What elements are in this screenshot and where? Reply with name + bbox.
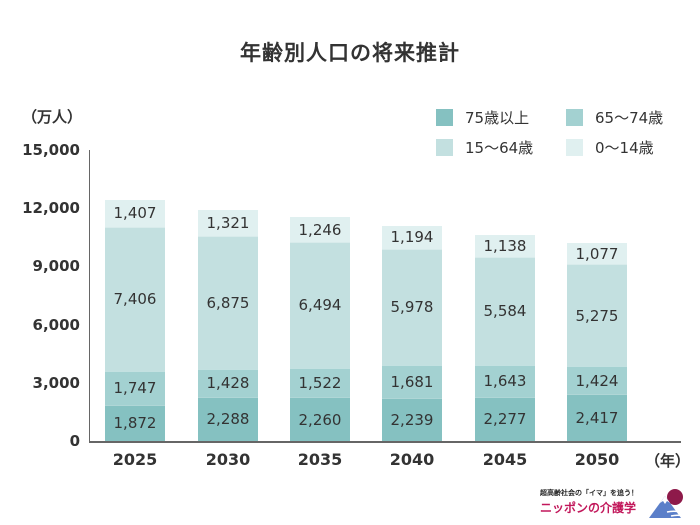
bar-segment-65〜74歳: 1,643 <box>475 364 535 397</box>
y-tick-label: 9,000 <box>32 257 80 276</box>
x-tick-label: 2025 <box>112 450 158 469</box>
legend-item: 0〜14歳 <box>566 137 654 158</box>
x-axis-unit: （年） <box>645 452 691 470</box>
x-tick-label: 2035 <box>297 450 343 469</box>
bar-segment-65〜74歳: 1,681 <box>382 364 442 398</box>
legend-label: 75歳以上 <box>465 109 530 127</box>
legend-item: 65〜74歳 <box>566 107 663 128</box>
bar-segment-15〜64歳: 5,584 <box>475 256 535 365</box>
legend-swatch <box>566 109 583 126</box>
bar-segment-0〜14歳: 1,194 <box>382 225 442 249</box>
bar-segment-75歳以上: 2,277 <box>475 396 535 441</box>
bar-segment-0〜14歳: 1,407 <box>105 199 165 228</box>
legend-label: 65〜74歳 <box>595 109 664 127</box>
bar-segment-75歳以上: 2,260 <box>290 397 350 441</box>
logo-tagline: 超高齢社会の「イマ」を追う！ <box>540 489 638 497</box>
legend-swatch <box>436 109 453 126</box>
y-tick-label: 6,000 <box>32 315 80 334</box>
y-axis-unit: （万人） <box>22 108 83 126</box>
legend-item: 15〜64歳 <box>436 137 533 158</box>
x-axis-line <box>89 441 681 443</box>
bar-segment-15〜64歳: 5,275 <box>567 264 627 367</box>
bar-segment-75歳以上: 1,872 <box>105 404 165 441</box>
bar-segment-15〜64歳: 5,978 <box>382 248 442 365</box>
x-tick-label: 2045 <box>482 450 528 469</box>
x-tick-label: 2050 <box>574 450 620 469</box>
bar-segment-15〜64歳: 6,494 <box>290 241 350 368</box>
legend-label: 0〜14歳 <box>595 139 654 157</box>
logo-brand: ニッポンの介護学 <box>540 501 637 515</box>
x-tick-label: 2030 <box>205 450 251 469</box>
mount-fuji-icon <box>649 489 689 518</box>
y-axis-line <box>89 150 90 441</box>
bar-segment-65〜74歳: 1,747 <box>105 370 165 405</box>
bar-segment-0〜14歳: 1,246 <box>290 217 350 242</box>
y-tick-label: 0 <box>69 432 80 450</box>
legend-swatch <box>566 139 583 156</box>
y-tick-label: 3,000 <box>32 373 80 392</box>
site-logo: 超高齢社会の「イマ」を追う！ ニッポンの介護学 <box>540 488 690 520</box>
bar-segment-15〜64歳: 7,406 <box>105 227 165 371</box>
legend-label: 15〜64歳 <box>465 139 534 157</box>
bar-segment-65〜74歳: 1,428 <box>198 368 258 397</box>
bar-segment-75歳以上: 2,288 <box>198 396 258 441</box>
bar-segment-65〜74歳: 1,522 <box>290 367 350 398</box>
bar-segment-0〜14歳: 1,321 <box>198 209 258 236</box>
x-tick-label: 2040 <box>389 450 435 469</box>
legend-swatch <box>436 139 453 156</box>
bar-segment-75歳以上: 2,239 <box>382 397 442 441</box>
bar-segment-75歳以上: 2,417 <box>567 394 627 441</box>
y-tick-label: 12,000 <box>22 199 80 218</box>
bar-segment-65〜74歳: 1,424 <box>567 366 627 395</box>
bar-segment-15〜64歳: 6,875 <box>198 235 258 369</box>
y-tick-label: 15,000 <box>22 141 80 159</box>
bar-segment-0〜14歳: 1,138 <box>475 234 535 257</box>
chart-title: 年齢別人口の将来推計 <box>240 41 460 65</box>
bar-segment-0〜14歳: 1,077 <box>567 243 627 265</box>
legend-item: 75歳以上 <box>436 107 529 128</box>
